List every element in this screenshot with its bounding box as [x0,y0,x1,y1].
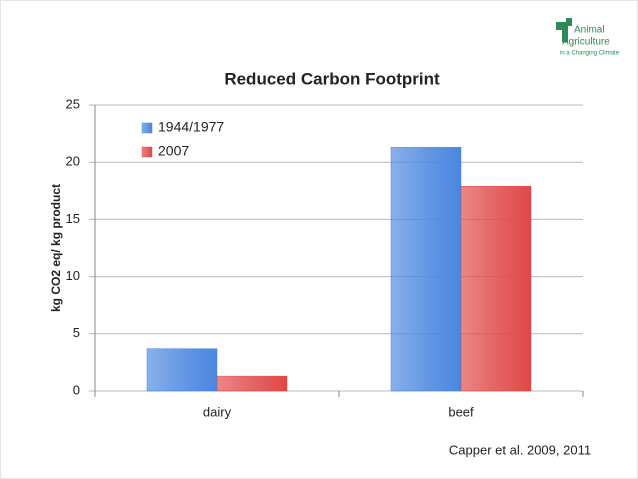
y-tick-label: 0 [73,382,80,397]
y-tick-label: 5 [73,325,80,340]
citation: Capper et al. 2009, 2011 [449,442,591,457]
logo-line: in a Changing Climate [560,51,620,57]
x-tick-label: dairy [203,404,232,419]
x-tick-label: beef [448,404,474,419]
bar [390,147,462,392]
legend-label: 1944/1977 [158,119,224,135]
bar [216,375,288,392]
y-tick-label: 10 [66,268,80,283]
bar [146,348,218,392]
legend-swatch [141,146,153,158]
legend-swatch [141,122,153,134]
logo-line: Animal [574,25,605,36]
y-tick-label: 20 [66,154,80,169]
y-axis-label: kg CO2 eq/ kg product [49,184,63,312]
logo-line: Agriculture [562,37,610,48]
logo: Animal Agriculture in a Changing Climate [556,18,620,57]
y-tick-label: 25 [66,96,80,111]
legend-label: 2007 [158,143,189,159]
logo-icon [556,18,572,42]
chart-title: Reduced Carbon Footprint [224,69,440,88]
bar [460,185,532,392]
y-tick-label: 15 [66,211,80,226]
